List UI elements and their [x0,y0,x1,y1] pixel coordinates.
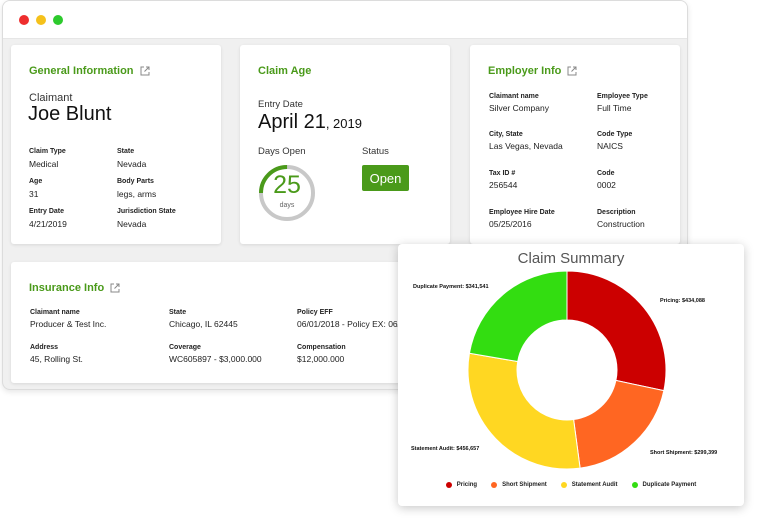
days-open-label: Days Open [258,146,306,157]
entry-date-value: 4/21/2019 [29,219,67,229]
days-open-gauge [259,165,315,221]
employer-info-title[interactable]: Employer Info [488,65,577,77]
minimize-window-button[interactable] [36,15,46,25]
city-state-value: Las Vegas, Nevada [489,141,563,151]
entry-date-heading: Entry Date [258,99,303,110]
compensation-label: Compensation [297,344,346,351]
body-parts-value: legs, arms [117,189,157,199]
legend-swatch-pricing [445,482,452,488]
legend-swatch-short-shipment [491,482,498,488]
employer-info-title-text: Employer Info [488,65,562,77]
maximize-window-button[interactable] [53,15,63,25]
tax-id-label: Tax ID # [489,170,516,177]
employee-type-label: Employee Type [597,93,648,100]
legend-swatch-duplicate-payment [631,482,638,488]
legend-label-short-shipment: Short Shipment [502,482,547,488]
claim-summary-donut-chart [467,270,667,470]
age-value: 31 [29,189,39,199]
app-window: General Information Claimant Joe Blunt C… [2,0,688,390]
legend-item-statement-audit[interactable]: Statement Audit [560,482,618,488]
code-type-label: Code Type [597,131,633,138]
donut-slice-statement-audit[interactable] [467,352,581,470]
policy-eff-value: 06/01/2018 - Policy EX: 06/01/2019 [297,319,431,329]
tax-id-value: 256544 [489,180,518,190]
duplicate-payment-value-label: Duplicate Payment: $341,541 [413,284,489,290]
compensation-value: $12,000.000 [297,354,345,364]
external-link-icon[interactable] [110,283,120,293]
pricing-value-label: Pricing: $434,088 [660,298,705,304]
city-state-label: City, State [489,131,523,138]
general-info-title-text: General Information [29,65,134,77]
legend-item-duplicate-payment[interactable]: Duplicate Payment [631,482,697,488]
claim-age-card: Claim Age Entry Date April 21, 2019 Days… [240,45,450,244]
legend-label-statement-audit: Statement Audit [571,482,618,488]
statement-audit-value-label: Statement Audit: $456,657 [411,446,480,452]
address-value: 45, Rolling St. [30,354,83,364]
code-type-value: NAICS [597,141,623,151]
code-value: 0002 [597,180,616,190]
employer-claimant-name-label: Claimant name [489,93,539,100]
employer-claimant-name-value: Silver Company [489,103,549,113]
jurisdiction-state-value: Nevada [117,219,147,229]
entry-date-display: April 21, 2019 [258,111,362,134]
title-bar [3,1,687,39]
hire-date-value: 05/25/2016 [489,219,532,229]
external-link-icon[interactable] [140,66,150,76]
status-label: Status [362,146,389,157]
claim-age-title: Claim Age [258,65,312,77]
hire-date-label: Employee Hire Date [489,209,555,216]
description-label: Description [597,209,636,216]
chart-legend: Pricing Short Shipment Statement Audit D… [398,482,744,488]
body-parts-label: Body Parts [117,178,154,185]
donut-slice-duplicate-payment[interactable] [468,270,568,363]
legend-swatch-statement-audit [560,482,567,488]
claimant-label: Claimant [29,92,73,104]
insurance-state-value: Chicago, IL 62445 [169,319,238,329]
general-info-title[interactable]: General Information [29,65,150,77]
code-label: Code [597,170,615,177]
insurance-state-label: State [169,309,187,316]
general-info-card: General Information Claimant Joe Blunt C… [11,45,221,244]
claim-type-value: Medical [29,159,59,169]
legend-item-pricing[interactable]: Pricing [445,482,478,488]
entry-date-year: , 2019 [325,116,362,131]
legend-label-duplicate-payment: Duplicate Payment [642,482,697,488]
entry-date-main: April 21 [258,111,326,133]
jurisdiction-state-label: Jurisdiction State [117,208,176,215]
short-shipment-value-label: Short Shipment: $299,399 [650,450,718,456]
claim-summary-title: Claim Summary [517,250,625,267]
external-link-icon[interactable] [567,66,577,76]
donut-slice-pricing[interactable] [566,270,667,392]
state-value: Nevada [117,159,147,169]
claim-type-label: Claim Type [29,148,66,155]
state-label: State [117,148,135,155]
employer-info-card: Employer Info Claimant name Silver Compa… [470,45,680,244]
legend-label-pricing: Pricing [456,482,478,488]
status-open-button[interactable]: Open [362,165,409,191]
legend-item-short-shipment[interactable]: Short Shipment [491,482,547,488]
policy-eff-label: Policy EFF [297,309,333,316]
address-label: Address [30,344,59,351]
insurance-claimant-name-value: Producer & Test Inc. [30,319,107,329]
claimant-name: Joe Blunt [28,103,112,125]
employee-type-value: Full Time [597,103,632,113]
coverage-label: Coverage [169,344,201,351]
insurance-claimant-name-label: Claimant name [30,309,80,316]
days-unit: days [279,202,295,209]
coverage-value: WC605897 - $3,000.000 [169,354,262,364]
entry-date-label: Entry Date [29,208,65,215]
days-open-value: 25 [273,171,301,199]
age-label: Age [29,178,43,185]
claim-summary-card: Claim Summary Pricing: $434,088 Short Sh… [398,244,744,506]
close-window-button[interactable] [19,15,29,25]
insurance-info-title[interactable]: Insurance Info [29,282,120,294]
description-value: Construction [597,219,645,229]
insurance-info-title-text: Insurance Info [29,282,105,294]
